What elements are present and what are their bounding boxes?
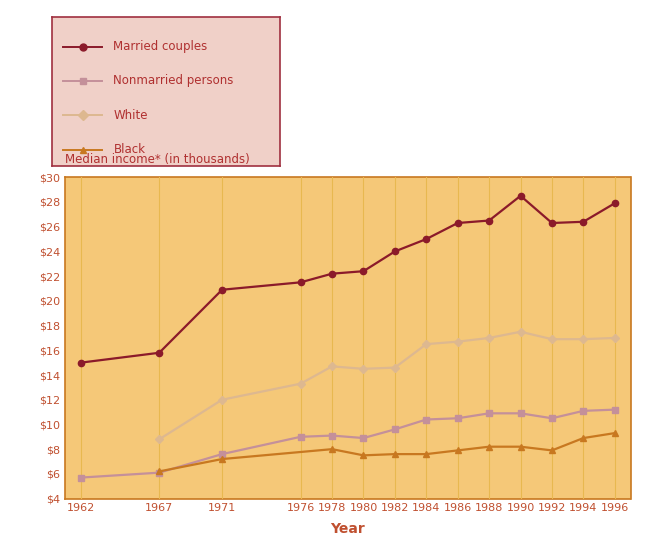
Text: Married couples: Married couples <box>114 40 208 53</box>
Married couples <box>579 218 587 225</box>
Married couples <box>328 270 336 277</box>
Married couples <box>391 248 398 255</box>
Nonmarried persons <box>359 435 367 442</box>
White <box>579 336 587 342</box>
Nonmarried persons <box>548 415 556 422</box>
Line: Married couples: Married couples <box>77 193 618 366</box>
White <box>155 436 163 443</box>
White <box>454 338 462 345</box>
Black <box>218 456 226 463</box>
Married couples <box>77 360 85 366</box>
Married couples <box>517 192 525 199</box>
Black <box>328 446 336 453</box>
Nonmarried persons <box>155 469 163 476</box>
Black <box>611 430 619 437</box>
Black <box>359 452 367 459</box>
White <box>611 335 619 341</box>
Text: Black: Black <box>114 143 146 156</box>
Black <box>454 447 462 454</box>
Black <box>155 468 163 475</box>
Married couples <box>218 286 226 293</box>
White <box>548 336 556 342</box>
Black <box>485 443 493 450</box>
Line: Nonmarried persons: Nonmarried persons <box>77 407 618 481</box>
Nonmarried persons <box>391 426 398 433</box>
White <box>328 363 336 370</box>
White <box>359 366 367 372</box>
Nonmarried persons <box>296 433 304 440</box>
Nonmarried persons <box>485 410 493 417</box>
Black <box>548 447 556 454</box>
White <box>485 335 493 341</box>
Married couples <box>548 220 556 227</box>
Black <box>391 451 398 458</box>
Black <box>579 435 587 442</box>
Nonmarried persons <box>218 451 226 458</box>
Nonmarried persons <box>611 406 619 413</box>
Married couples <box>296 279 304 286</box>
Nonmarried persons <box>579 408 587 414</box>
Married couples <box>454 220 462 227</box>
Married couples <box>359 268 367 275</box>
Text: White: White <box>114 109 148 122</box>
Married couples <box>422 236 430 243</box>
Line: Black: Black <box>156 430 618 475</box>
Married couples <box>485 217 493 224</box>
Black <box>517 443 525 450</box>
Married couples <box>155 350 163 356</box>
Black <box>422 451 430 458</box>
Nonmarried persons <box>328 432 336 439</box>
White <box>422 341 430 347</box>
White <box>218 397 226 403</box>
White <box>296 381 304 387</box>
Nonmarried persons <box>422 416 430 423</box>
X-axis label: Year: Year <box>330 522 365 536</box>
Nonmarried persons <box>517 410 525 417</box>
Nonmarried persons <box>77 474 85 481</box>
White <box>391 365 398 371</box>
White <box>517 329 525 335</box>
Line: White: White <box>156 329 618 443</box>
Text: Nonmarried persons: Nonmarried persons <box>114 74 234 88</box>
Nonmarried persons <box>454 415 462 422</box>
Text: Median income* (in thousands): Median income* (in thousands) <box>65 153 250 166</box>
Married couples <box>611 200 619 207</box>
